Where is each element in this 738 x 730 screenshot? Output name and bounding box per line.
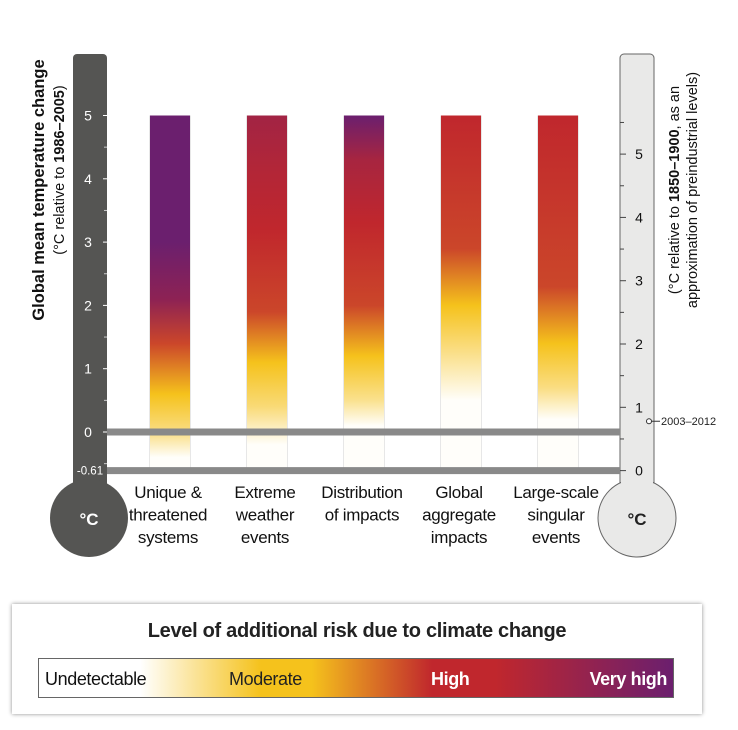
category-label: Large-scale bbox=[513, 483, 599, 502]
category-label: impacts bbox=[431, 528, 487, 547]
legend-label-very-high: Very high bbox=[589, 669, 668, 689]
category-label: singular bbox=[527, 506, 585, 525]
category-labels: Unique & threatened systems Extreme weather e… bbox=[129, 483, 599, 547]
period-marker: 2003–2012 bbox=[646, 416, 716, 428]
left-bulb-label: °C bbox=[79, 510, 98, 529]
baseline-lines bbox=[107, 428, 620, 475]
risk-bar-2 bbox=[247, 115, 287, 471]
period-marker-label: 2003–2012 bbox=[661, 416, 716, 428]
category-label: Global bbox=[435, 483, 482, 502]
category-label: events bbox=[532, 528, 580, 547]
left-tick-label: 5 bbox=[84, 108, 92, 124]
legend-label-moderate: Moderate bbox=[229, 669, 302, 689]
right-tick-label: 3 bbox=[635, 273, 643, 289]
right-tick-label: 5 bbox=[635, 146, 643, 162]
risk-bars bbox=[150, 115, 578, 471]
legend-title: Level of additional risk due to climate … bbox=[147, 620, 567, 642]
left-thermometer-tube bbox=[73, 54, 107, 494]
risk-legend: Level of additional risk due to climate … bbox=[12, 604, 702, 714]
period-marker-dot bbox=[646, 418, 652, 425]
left-tick-label: 4 bbox=[84, 171, 92, 187]
right-tick-label: 2 bbox=[635, 336, 643, 352]
right-axis-title-line1: (°C relative to 1850–1900, as an bbox=[667, 86, 683, 294]
left-tick-label: 0 bbox=[84, 424, 92, 440]
category-label: Unique & bbox=[134, 483, 202, 502]
risk-bar-4 bbox=[441, 115, 481, 471]
category-label: weather bbox=[235, 506, 295, 525]
left-axis-title: Global mean temperature change bbox=[30, 59, 48, 320]
right-axis-ticks: 5 4 3 2 1 0 bbox=[620, 121, 643, 479]
category-label: threatened bbox=[129, 506, 207, 525]
risk-bar-1 bbox=[150, 115, 190, 471]
climate-risk-chart: °C °C 5 4 3 2 1 0 -0.61 5 4 3 2 1 0 Global mean tem… bbox=[30, 53, 716, 558]
baseline-line bbox=[107, 467, 620, 475]
risk-bar-5 bbox=[538, 115, 578, 471]
baseline-line bbox=[107, 428, 620, 436]
category-label: systems bbox=[138, 528, 198, 547]
left-axis-subtitle: (°C relative to 1986–2005) bbox=[52, 85, 68, 254]
left-tick-label: 2 bbox=[84, 297, 92, 313]
left-tick-label: -0.61 bbox=[77, 466, 103, 478]
right-tick-label: 1 bbox=[635, 399, 643, 415]
right-axis-title-line2: approximation of preindustrial levels) bbox=[685, 72, 701, 308]
category-label: of impacts bbox=[325, 506, 399, 525]
category-label: events bbox=[241, 528, 289, 547]
right-tick-label: 0 bbox=[635, 463, 643, 479]
left-thermometer-bulb bbox=[50, 479, 128, 557]
risk-color-scale: Undetectable Moderate High Very high bbox=[38, 658, 674, 698]
legend-label-undetectable: Undetectable bbox=[45, 669, 147, 689]
right-tick-label: 4 bbox=[635, 209, 643, 225]
category-label: Distribution bbox=[321, 483, 402, 502]
right-bulb-neck bbox=[621, 470, 653, 490]
risk-bar-3 bbox=[344, 115, 384, 471]
right-bulb-label: °C bbox=[627, 510, 646, 529]
category-label: Extreme bbox=[234, 483, 295, 502]
left-tick-label: 1 bbox=[84, 361, 92, 377]
category-label: aggregate bbox=[422, 506, 496, 525]
left-tick-label: 3 bbox=[84, 234, 92, 250]
legend-label-high: High bbox=[431, 669, 470, 689]
left-axis-ticks: 5 4 3 2 1 0 -0.61 bbox=[77, 108, 107, 478]
